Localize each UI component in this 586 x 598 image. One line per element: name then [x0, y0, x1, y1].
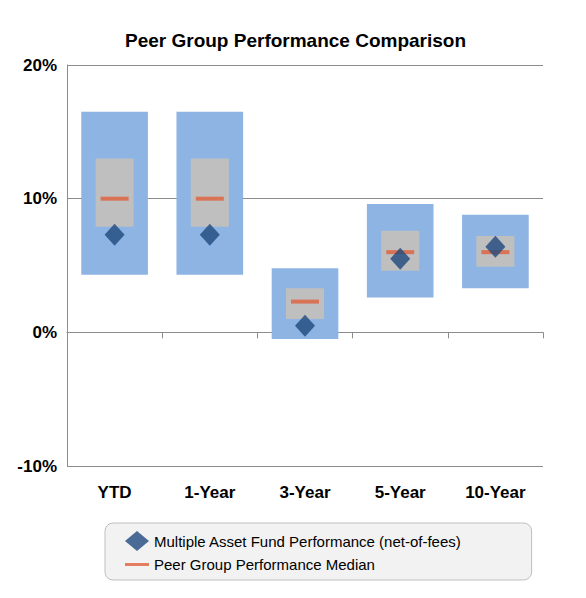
svg-text:1-Year: 1-Year [184, 483, 235, 502]
svg-text:Peer Group Performance Median: Peer Group Performance Median [154, 556, 375, 573]
svg-text:-10%: -10% [17, 457, 57, 476]
svg-text:Multiple Asset Fund Performanc: Multiple Asset Fund Performance (net-of-… [154, 533, 461, 550]
svg-text:20%: 20% [23, 56, 57, 75]
svg-text:5-Year: 5-Year [375, 483, 426, 502]
svg-text:Peer Group Performance Compari: Peer Group Performance Comparison [125, 30, 466, 51]
svg-text:10%: 10% [23, 189, 57, 208]
svg-text:3-Year: 3-Year [279, 483, 330, 502]
svg-text:YTD: YTD [98, 483, 132, 502]
svg-text:10-Year: 10-Year [465, 483, 526, 502]
svg-text:0%: 0% [32, 323, 57, 342]
